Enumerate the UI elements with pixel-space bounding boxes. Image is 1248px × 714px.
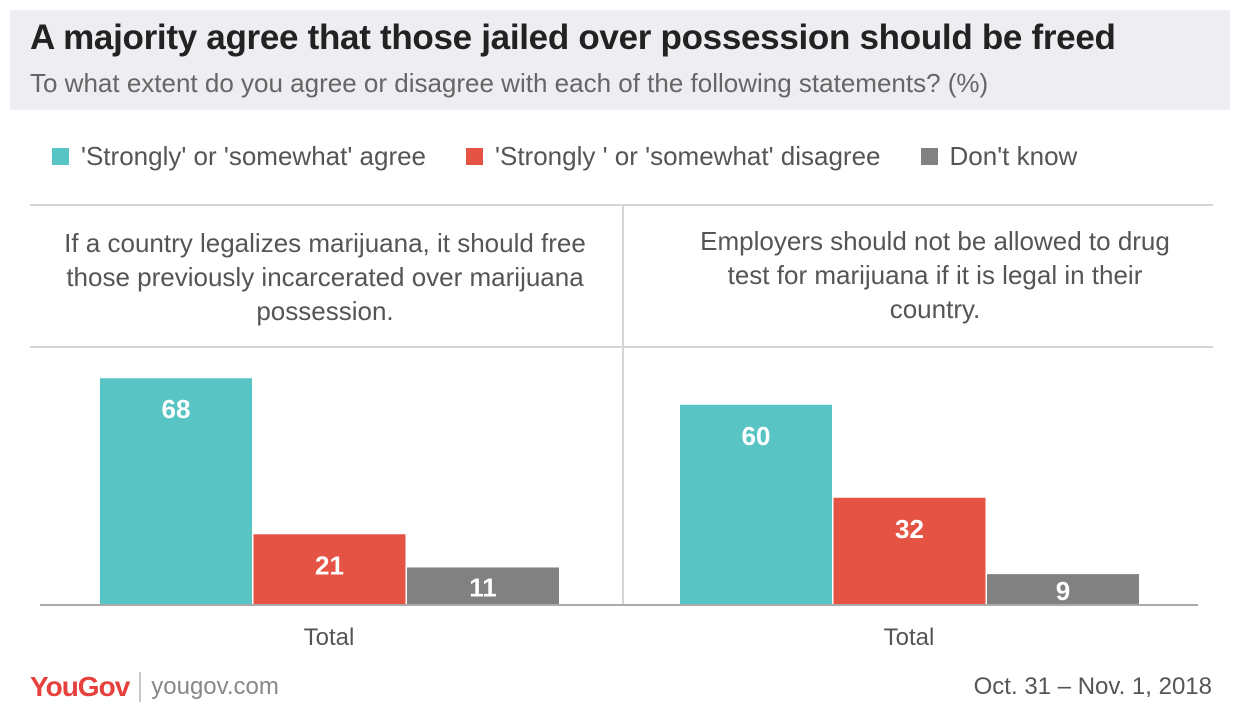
data-label-panel2-dont-know: 9 <box>1056 576 1070 606</box>
data-label-panel1-disagree: 21 <box>315 550 344 580</box>
brand: YouGov yougov.com <box>30 670 279 704</box>
data-label-panel1-dont-know: 11 <box>469 573 497 603</box>
legend-item-disagree: 'Strongly ' or 'somewhat' disagree <box>466 140 881 172</box>
legend-item-agree: 'Strongly' or 'somewhat' agree <box>52 141 426 172</box>
brand-url: yougov.com <box>151 673 279 700</box>
panel-2-question: Employers should not be allowed to drug … <box>700 226 1170 324</box>
bar-panel2-disagree <box>833 497 986 604</box>
chart-title: A majority agree that those jailed over … <box>30 18 1116 57</box>
legend: 'Strongly' or 'somewhat' agree 'Strongly… <box>52 138 1077 174</box>
data-label-panel2-agree: 60 <box>742 421 771 451</box>
bar-panel1-disagree <box>253 534 406 604</box>
bar-panel2-dont-know <box>987 574 1139 604</box>
yougov-logo: YouGov <box>30 671 130 702</box>
divider-top <box>30 204 1213 206</box>
bar-panel2-agree <box>680 404 832 604</box>
data-label-panel2-disagree: 32 <box>895 514 924 544</box>
survey-date: Oct. 31 – Nov. 1, 2018 <box>973 673 1212 700</box>
legend-label-disagree: 'Strongly ' or 'somewhat' disagree <box>495 140 881 171</box>
legend-label-agree: 'Strongly' or 'somewhat' agree <box>81 140 427 171</box>
legend-swatch-agree <box>52 147 69 165</box>
legend-item-dont-know: Don't know <box>920 140 1078 172</box>
divider-middle <box>30 346 1213 348</box>
panel-1-category-label: Total <box>303 624 355 651</box>
data-label-panel1-agree: 68 <box>162 394 191 424</box>
chart-subtitle: To what extent do you agree or disagree … <box>30 68 989 98</box>
legend-label-dont-know: Don't know <box>949 140 1078 171</box>
panel-1-question: If a country legalizes marijuana, it sho… <box>64 228 586 326</box>
brand-separator <box>139 672 142 702</box>
panel-2-category-label: Total <box>883 624 935 651</box>
panel-divider <box>622 205 624 605</box>
legend-swatch-disagree <box>466 147 484 165</box>
bar-panel1-dont-know <box>407 567 559 604</box>
header: A majority agree that those jailed over … <box>10 10 1230 110</box>
bar-panel1-agree <box>100 378 252 604</box>
legend-swatch-dont-know <box>920 147 938 165</box>
